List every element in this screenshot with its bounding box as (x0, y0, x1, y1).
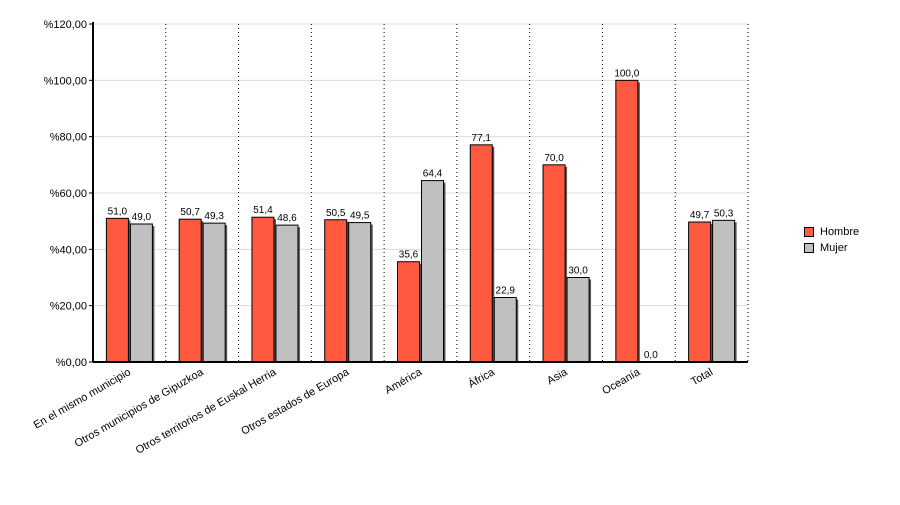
data-label: 51,0 (108, 206, 128, 217)
bar-mujer (421, 180, 444, 363)
x-tick-label: América (383, 366, 425, 397)
legend-label-hombre: Hombre (820, 226, 860, 238)
data-label: 48,6 (277, 213, 297, 224)
data-label: 30,0 (568, 266, 588, 277)
bar-mujer (712, 219, 736, 363)
bar-mujer (493, 296, 517, 363)
data-label: 35,6 (399, 250, 419, 261)
bar-mujer (202, 222, 226, 363)
x-tick-label: Otros territorios de Euskal Herria (134, 366, 279, 457)
data-label: 50,3 (714, 208, 734, 219)
data-label: 77,1 (472, 133, 492, 144)
bar-mujer (566, 277, 590, 363)
data-labels: 51,0 49,0 50,7 49,3 51,4 48,6 50,5 49,5 35,6 64,4… (108, 68, 734, 361)
legend-label-mujer: Mujer (820, 242, 848, 254)
bar-hombre (469, 144, 493, 363)
bar-mujer (275, 224, 299, 363)
y-tick-label: %80,00 (50, 132, 87, 144)
data-label: 50,5 (326, 208, 346, 219)
x-tick-label: Otros municipios de Gipuzkoa (73, 366, 207, 450)
bar-mujer (129, 223, 153, 363)
bar-hombre (251, 216, 275, 363)
bar-hombre (688, 221, 712, 363)
bar-hombre (105, 217, 129, 363)
bar-hombre (615, 79, 639, 363)
legend-swatch-mujer (804, 243, 814, 253)
y-tick-label: %0,00 (56, 357, 87, 369)
y-tick-label: %60,00 (50, 188, 87, 200)
data-label: 0,0 (644, 350, 658, 361)
data-label: 50,7 (180, 207, 200, 218)
data-label: 100,0 (614, 68, 639, 79)
y-tick-label: %100,00 (44, 75, 87, 87)
data-label: 49,3 (204, 211, 224, 222)
data-label: 49,0 (132, 212, 152, 223)
bar-hombre (324, 219, 348, 363)
x-tick-label: Total (689, 366, 715, 388)
bars (105, 79, 737, 363)
bar-hombre (397, 261, 420, 363)
data-label: 49,5 (350, 211, 370, 222)
data-label: 22,9 (496, 285, 516, 296)
data-label: 51,4 (253, 205, 273, 216)
bar-hombre (178, 218, 202, 363)
data-label: 64,4 (423, 169, 443, 180)
legend-swatch-hombre (804, 227, 814, 237)
bar-mujer (348, 222, 372, 363)
legend-item-mujer: Mujer (804, 240, 859, 256)
y-tick-label: %120,00 (44, 19, 87, 31)
legend-item-hombre: Hombre (804, 224, 859, 240)
legend: Hombre Mujer (804, 224, 859, 256)
x-tick-label: África (466, 365, 498, 391)
bar-hombre (542, 164, 566, 363)
x-tick-label: Asia (545, 366, 570, 388)
data-label: 49,7 (690, 210, 710, 221)
x-tick-label: Oceanía (600, 366, 643, 398)
data-label: 70,0 (544, 153, 564, 164)
y-tick-label: %40,00 (50, 244, 87, 256)
y-axis-ticks: %0,00 %20,00 %40,00 %60,00 %80,00 %100,00 %120… (44, 19, 93, 369)
y-tick-label: %20,00 (50, 301, 87, 313)
